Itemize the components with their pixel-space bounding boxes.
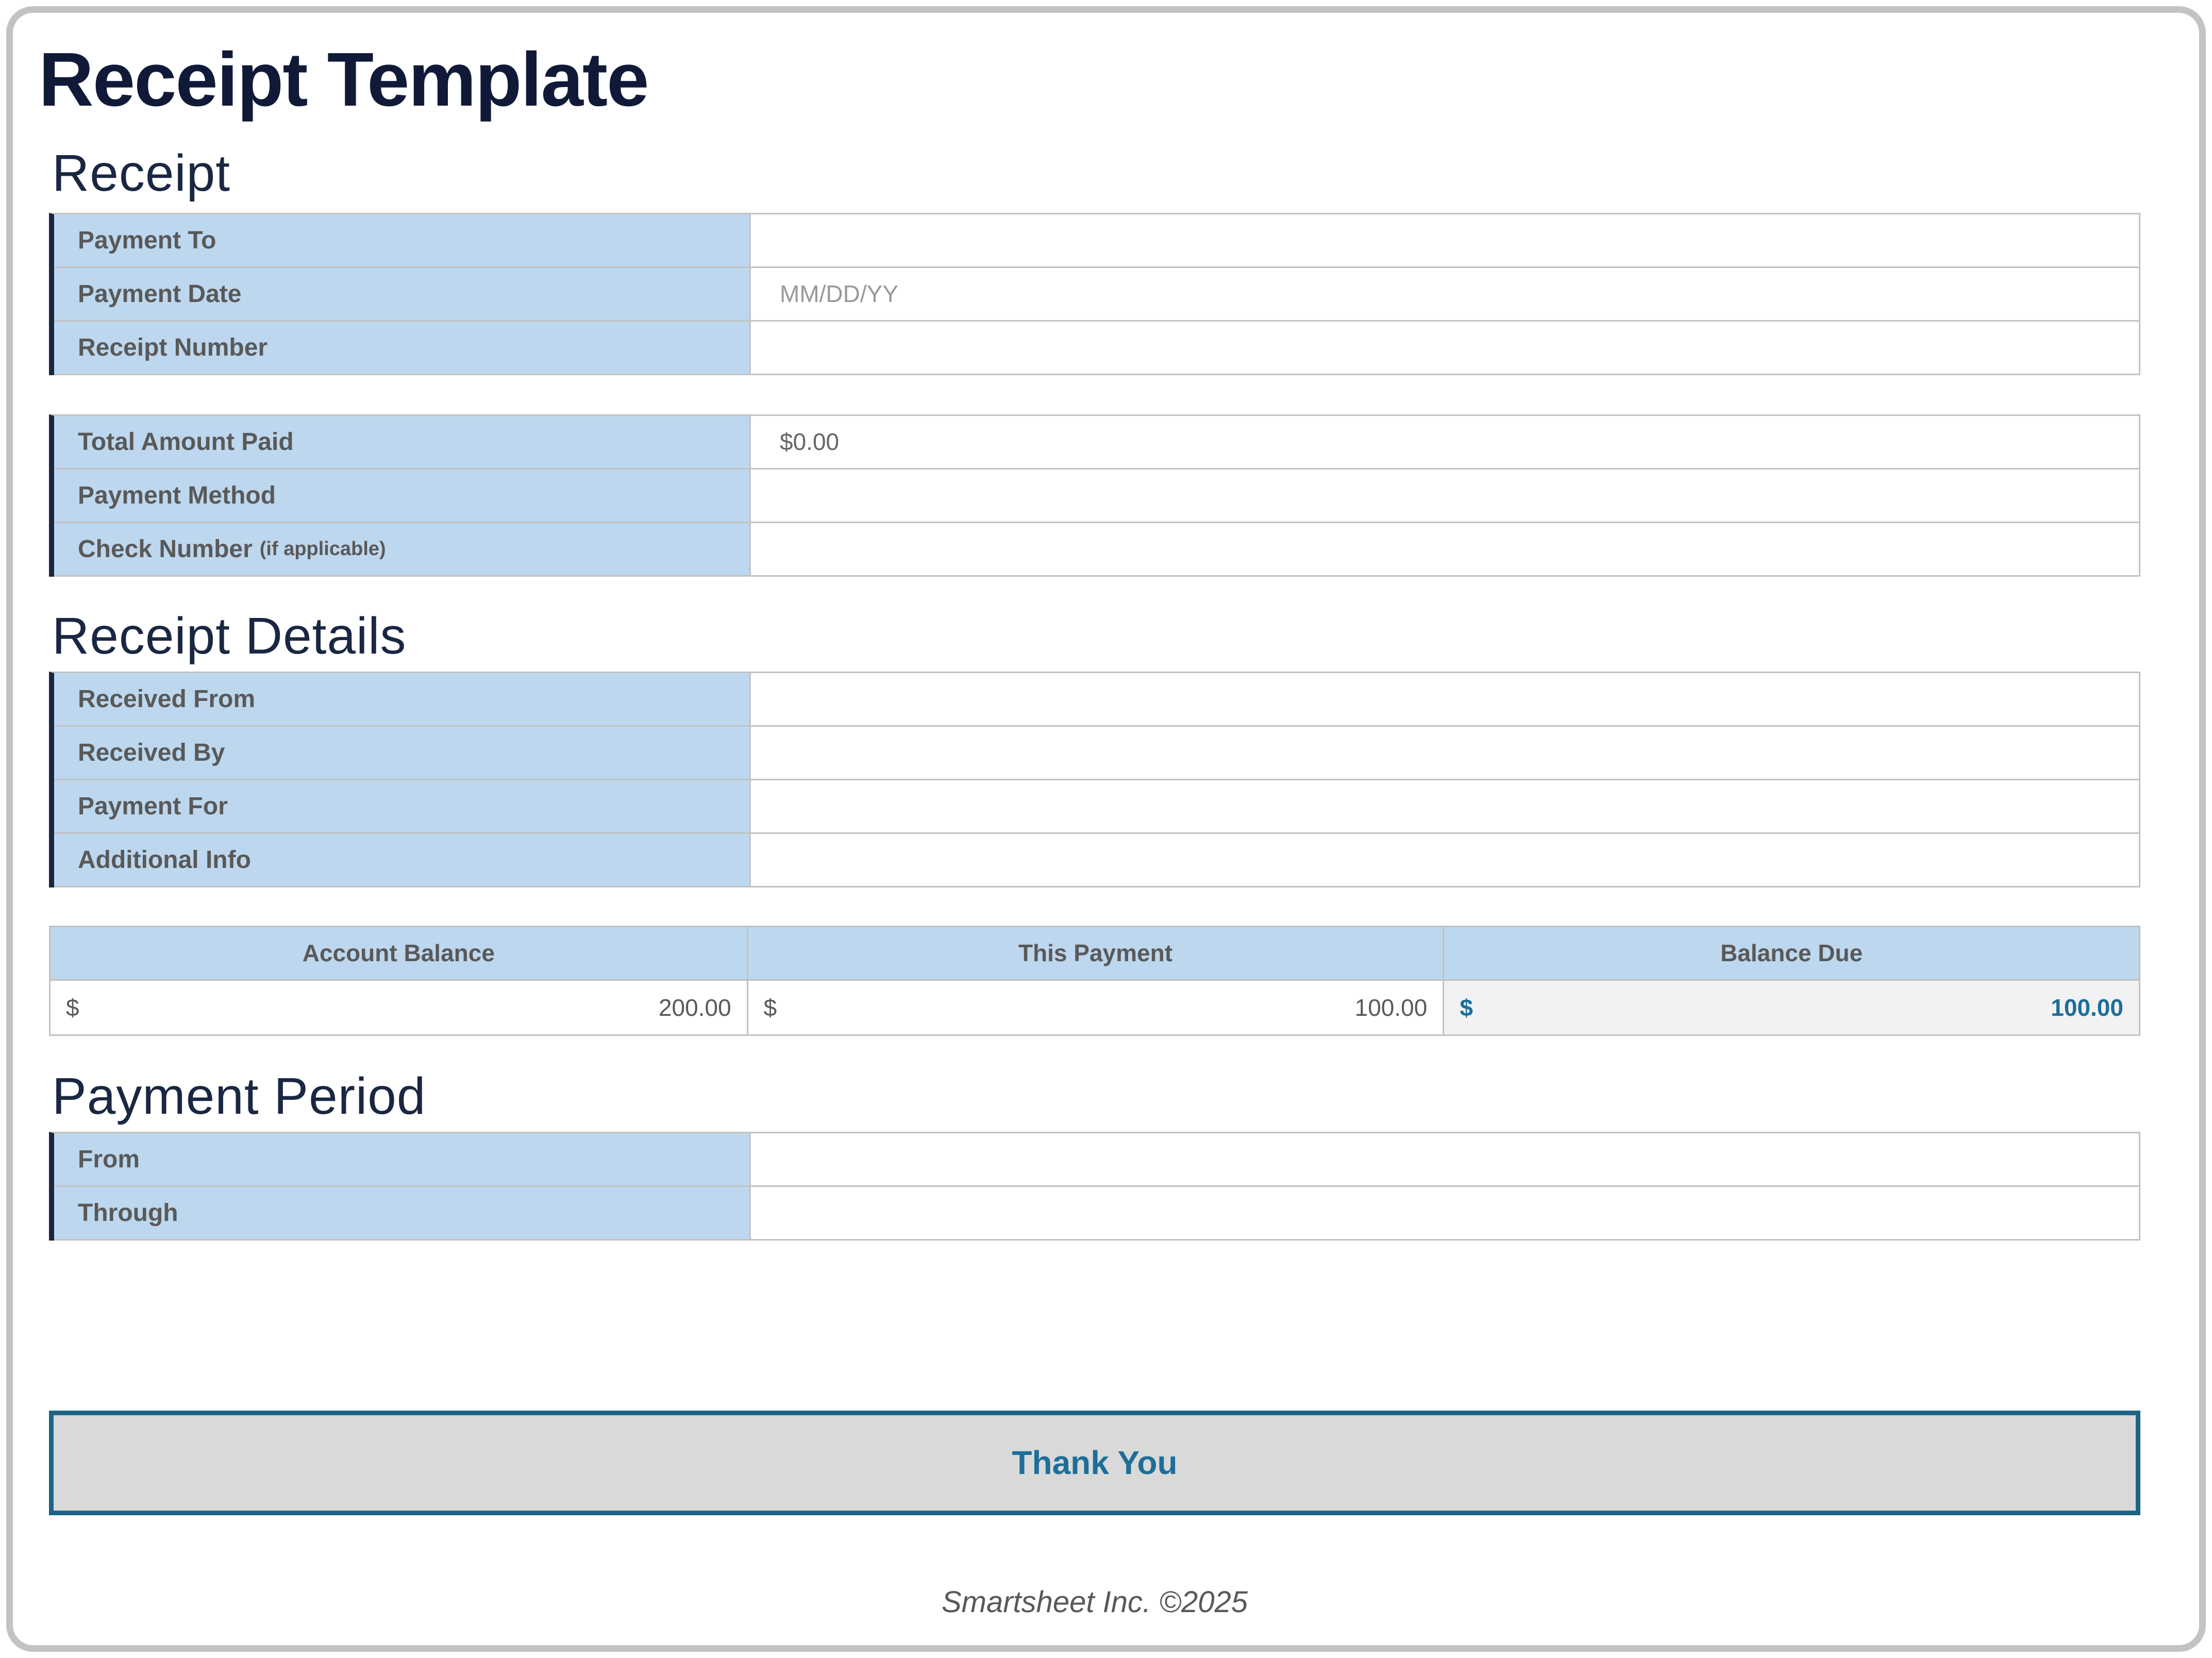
this-payment-value-cell[interactable]: $ 100.00 xyxy=(746,980,1443,1034)
row-label-payment-to: Payment To xyxy=(54,214,749,266)
receipt-info-table: Payment To Payment Date MM/DD/YY Receipt… xyxy=(49,212,2140,375)
currency-symbol: $ xyxy=(1460,994,1473,1021)
thank-you-banner: Thank You xyxy=(49,1410,2140,1515)
account-balance-value-cell[interactable]: $ 200.00 xyxy=(51,980,747,1034)
period-from-input[interactable] xyxy=(749,1133,2140,1185)
currency-symbol: $ xyxy=(66,994,79,1021)
row-label-from: From xyxy=(54,1133,749,1185)
table-row-through: Through xyxy=(54,1186,2140,1241)
row-label-payment-method: Payment Method xyxy=(54,469,749,522)
row-label-additional-info: Additional Info xyxy=(54,833,749,886)
receipt-details-table: Received From Received By Payment For Ad… xyxy=(49,671,2140,887)
table-row-payment-method: Payment Method xyxy=(54,469,2140,523)
balance-due-value-cell: $ 100.00 xyxy=(1443,980,2139,1034)
table-row-from: From xyxy=(54,1133,2140,1187)
page-title: Receipt Template xyxy=(39,37,649,122)
receipt-number-input[interactable] xyxy=(749,321,2140,374)
section-heading-payment-period: Payment Period xyxy=(52,1067,426,1125)
payment-date-input[interactable]: MM/DD/YY xyxy=(749,267,2140,320)
row-label-check-number: Check Number (if applicable) xyxy=(54,523,749,575)
payment-to-input[interactable] xyxy=(749,214,2140,266)
payment-for-input[interactable] xyxy=(749,780,2140,832)
additional-info-input[interactable] xyxy=(749,833,2140,886)
table-row-receipt-number: Receipt Number xyxy=(54,321,2140,375)
column-header-this-payment: This Payment xyxy=(746,927,1443,981)
row-label-total-amount-paid: Total Amount Paid xyxy=(54,415,749,468)
thank-you-text: Thank You xyxy=(1012,1444,1178,1482)
received-from-input[interactable] xyxy=(749,673,2140,725)
payment-method-input[interactable] xyxy=(749,469,2140,522)
page-frame: Receipt Template Receipt Payment To Paym… xyxy=(6,6,2206,1652)
check-number-label-text: Check Number xyxy=(78,535,253,563)
section-heading-receipt-details: Receipt Details xyxy=(52,607,407,665)
table-row-check-number: Check Number (if applicable) xyxy=(54,523,2140,577)
row-label-payment-date: Payment Date xyxy=(54,267,749,320)
check-number-label-note: (if applicable) xyxy=(259,538,386,560)
page-content: Receipt Template Receipt Payment To Paym… xyxy=(39,39,2140,1619)
this-payment-amount: 100.00 xyxy=(1354,994,1428,1021)
row-label-received-from: Received From xyxy=(54,673,749,725)
row-label-payment-for: Payment For xyxy=(54,780,749,832)
row-label-through: Through xyxy=(54,1186,749,1239)
payment-summary-table: Total Amount Paid $0.00 Payment Method C… xyxy=(49,414,2140,577)
row-label-received-by: Received By xyxy=(54,726,749,779)
table-row-payment-to: Payment To xyxy=(54,214,2140,268)
section-heading-receipt: Receipt xyxy=(52,144,231,202)
column-header-balance-due: Balance Due xyxy=(1443,927,2139,981)
table-row-payment-for: Payment For xyxy=(54,780,2140,834)
period-through-input[interactable] xyxy=(749,1186,2140,1239)
account-balance-amount: 200.00 xyxy=(658,994,731,1021)
column-header-account-balance: Account Balance xyxy=(51,927,747,981)
table-row-additional-info: Additional Info xyxy=(54,833,2140,887)
footer-credit: Smartsheet Inc. ©2025 xyxy=(941,1585,1248,1619)
table-row-received-from: Received From xyxy=(54,673,2140,727)
table-row-total-amount-paid: Total Amount Paid $0.00 xyxy=(54,415,2140,470)
balance-due-amount: 100.00 xyxy=(2051,994,2123,1021)
row-label-receipt-number: Receipt Number xyxy=(54,321,749,374)
table-row-payment-date: Payment Date MM/DD/YY xyxy=(54,267,2140,322)
balance-table: Account Balance This Payment Balance Due… xyxy=(49,925,2140,1036)
total-amount-paid-input[interactable]: $0.00 xyxy=(749,415,2140,468)
check-number-input[interactable] xyxy=(749,523,2140,575)
table-row-received-by: Received By xyxy=(54,726,2140,780)
received-by-input[interactable] xyxy=(749,726,2140,779)
currency-symbol: $ xyxy=(763,994,777,1021)
payment-period-table: From Through xyxy=(49,1131,2140,1241)
